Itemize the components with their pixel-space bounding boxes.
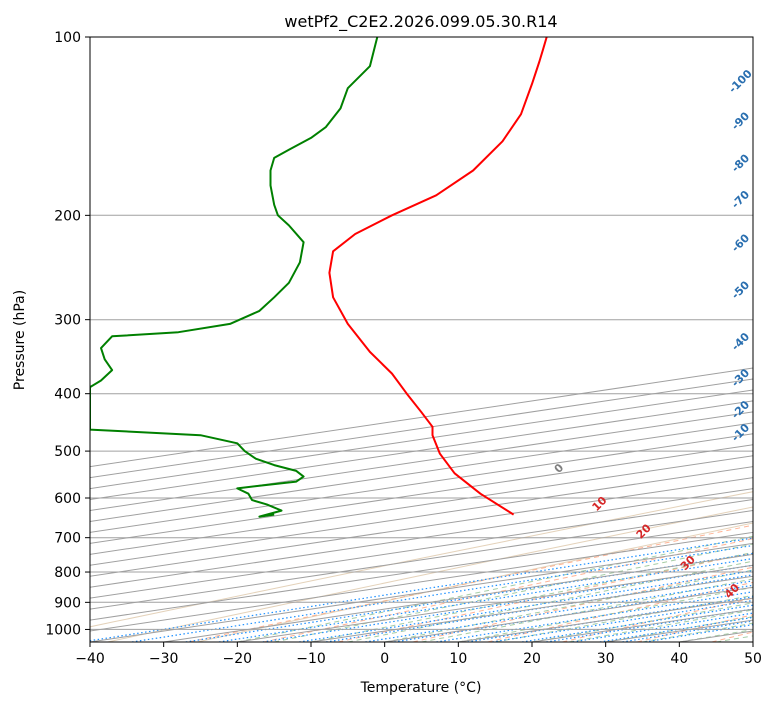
- mixing-ratio-line: [572, 612, 753, 642]
- isotherm-line: [90, 509, 753, 610]
- profiles: [90, 37, 548, 518]
- chart-title: wetPf2_C2E2.2026.099.05.30.R14: [284, 12, 557, 32]
- x-tick-label: −40: [75, 651, 105, 667]
- temperature-profile-line: [328, 37, 548, 516]
- moist-adiabat-line: [679, 629, 753, 642]
- y-tick-label: 500: [54, 444, 81, 460]
- dry-adiabat-line: [636, 614, 753, 642]
- isotherm-line: [90, 466, 753, 566]
- isotherm-line: [679, 630, 753, 642]
- dewpoint-profile-line: [90, 37, 379, 518]
- isotherm-line: [90, 477, 753, 577]
- moist-adiabat-line: [421, 578, 753, 642]
- y-tick-label: 1000: [45, 622, 81, 638]
- x-tick-label: 20: [523, 651, 541, 667]
- isotherm-line: [90, 520, 753, 621]
- moist-adiabat-label: -90: [729, 109, 752, 132]
- dry-adiabat-line: [263, 538, 753, 642]
- plot-frame: [89, 36, 754, 643]
- isotherm-line: [310, 575, 753, 642]
- isotherm-line: [90, 499, 753, 599]
- y-tick-label: 800: [54, 565, 81, 581]
- mixing-ratio-line: [131, 544, 753, 642]
- x-tick-label: 40: [670, 651, 688, 667]
- reference-curve: [90, 491, 753, 628]
- mixing-ratio-line: [492, 599, 753, 642]
- moist-adiabat-line: [495, 594, 753, 642]
- x-axis-label: Temperature (°C): [360, 680, 482, 696]
- y-tick-label: 300: [54, 313, 81, 329]
- moist-adiabat-label: -10: [729, 421, 752, 444]
- reference-curve: [197, 522, 753, 642]
- x-tick-label: −20: [223, 651, 253, 667]
- y-tick-label: 200: [54, 208, 81, 224]
- isotherm-line: [752, 641, 753, 642]
- x-tick-label: 0: [380, 651, 389, 667]
- dry-adiabat-line: [188, 524, 753, 642]
- moist-adiabat-line: [347, 560, 753, 642]
- x-tick-label: −30: [149, 651, 179, 667]
- isotherm-line: [90, 542, 753, 642]
- isotherm-line: [90, 389, 753, 490]
- moist-adiabat-label: -70: [729, 188, 752, 211]
- moist-adiabat-line: [310, 551, 753, 642]
- mixing-ratio-line: [90, 537, 753, 642]
- isotherm-line: [90, 411, 753, 511]
- isotherm-line: [90, 422, 753, 522]
- y-tick-label: 700: [54, 531, 81, 547]
- isotherm-line: [90, 444, 753, 544]
- x-tick-label: 30: [597, 651, 615, 667]
- mixing-ratio-line: [599, 616, 753, 642]
- y-tick-label: 600: [54, 491, 81, 507]
- grid: [90, 37, 753, 642]
- moist-adiabat-label: -100: [726, 67, 755, 96]
- wet-bulb-label: 10: [590, 494, 610, 514]
- background-lines: [90, 491, 753, 642]
- moist-adiabat-label: -60: [729, 231, 752, 254]
- reference-curve: [107, 506, 753, 642]
- x-tick-label: 10: [449, 651, 467, 667]
- y-tick-label: 100: [54, 30, 81, 46]
- mixing-ratio-line: [218, 557, 753, 642]
- moist-adiabat-line: [237, 535, 753, 642]
- isotherm-line: [90, 488, 753, 588]
- wet-bulb-label: 30: [678, 553, 698, 573]
- moist-adiabat-label: -40: [729, 330, 752, 353]
- axes: −40 −30 −20 −10 0 10 20 30 40 50 100 200 300 400 500 60…: [45, 30, 762, 667]
- y-axis-label: Pressure (hPa): [12, 290, 28, 390]
- isotherm-line: [90, 433, 753, 533]
- mixing-ratio-line: [326, 574, 753, 642]
- isotherm-line: [90, 531, 753, 632]
- y-tick-label: 400: [54, 387, 81, 403]
- x-tick-label: 50: [744, 651, 762, 667]
- moist-adiabat-label: -50: [729, 278, 752, 301]
- moist-adiabat-label: -80: [729, 151, 752, 174]
- isotherm-line: [90, 367, 753, 468]
- isotherm-line: [237, 564, 753, 642]
- moist-adiabat-line: [642, 622, 753, 642]
- isotherm-line: [90, 378, 753, 479]
- moist-adiabat-line: [274, 543, 753, 642]
- isotherm-line: [90, 400, 753, 501]
- dry-adiabat-line: [412, 566, 753, 642]
- inside-labels: 0.10.20.40.611.52346810131620253036-100-…: [552, 67, 755, 601]
- isotherm-line: [90, 455, 753, 555]
- mixing-ratio-line: [185, 552, 753, 642]
- moist-adiabat-label: -30: [729, 366, 752, 389]
- mixing-ratio-line: [522, 604, 753, 642]
- x-tick-label: −10: [296, 651, 326, 667]
- y-tick-label: 900: [54, 595, 81, 611]
